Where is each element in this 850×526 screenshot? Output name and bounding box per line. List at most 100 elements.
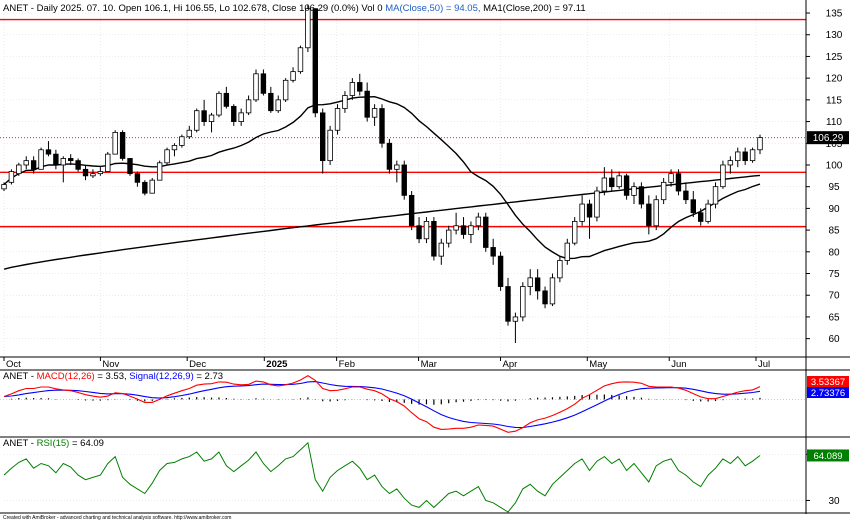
candle-body-down: [231, 105, 237, 122]
candle-body-down: [127, 158, 133, 175]
candle: [438, 238, 444, 265]
candle: [45, 141, 52, 157]
candle: [683, 182, 689, 205]
candle-body-up: [216, 92, 222, 116]
candle-body-up: [705, 203, 711, 222]
candle-body-up: [660, 181, 667, 201]
rsi-badge-label: 64.089: [813, 451, 842, 462]
candle-body-up: [453, 225, 459, 231]
candle-body-down: [320, 112, 326, 162]
price-tick-label: 125: [826, 52, 843, 63]
candle-body-up: [527, 277, 533, 287]
candle-body-up: [245, 99, 252, 114]
candle-body-down: [30, 160, 37, 170]
candle-body-down: [683, 190, 689, 201]
candle: [30, 156, 37, 174]
candle: [401, 160, 407, 200]
candle-body-up: [186, 129, 192, 138]
candle: [186, 125, 192, 139]
candle-body-up: [290, 71, 296, 81]
candle: [579, 195, 585, 226]
candle-body-down: [646, 203, 652, 227]
signal-badge: [807, 387, 849, 398]
rsi-title-part: = 64.09: [69, 438, 104, 449]
time-tick-label: May: [589, 359, 607, 370]
candle: [757, 134, 763, 155]
macd-badge-label: 3.53367: [811, 377, 845, 388]
candle-body-up: [342, 95, 348, 109]
candle: [453, 212, 459, 235]
time-tick-label: Jun: [671, 359, 686, 370]
candle: [408, 191, 415, 231]
candle-body-down: [534, 277, 541, 292]
candle: [638, 182, 645, 209]
candle-body-up: [90, 173, 96, 177]
rsi-title: ANET - RSI(15) = 64.09: [3, 438, 104, 449]
candle: [201, 99, 207, 126]
candle: [512, 312, 519, 343]
candle: [75, 158, 81, 172]
candle: [8, 169, 15, 185]
candle-body-down: [408, 194, 415, 227]
candle-body-down: [142, 181, 148, 194]
candle: [238, 108, 244, 126]
candle: [216, 91, 222, 118]
candle-body-up: [720, 164, 726, 188]
candle-body-down: [201, 110, 207, 122]
candle: [623, 173, 630, 200]
candle-body-up: [512, 316, 519, 322]
candle-body-down: [505, 286, 511, 322]
candle: [134, 171, 141, 187]
candle: [616, 171, 622, 189]
candle: [712, 182, 719, 209]
candlestick-series: [1, 4, 763, 343]
candle: [68, 154, 74, 165]
axis-layer: 60 65 70 75 80 85 90 95 100 105 110 115 120 125 130 135…: [0, 0, 850, 514]
candle-body-up: [149, 179, 155, 194]
candle: [312, 8, 318, 118]
candle-body-up: [727, 160, 734, 166]
candle: [112, 130, 118, 155]
candle-body-up: [594, 190, 600, 218]
candle-body-up: [327, 129, 333, 162]
candle-body-up: [105, 153, 111, 172]
time-tick-label: Jul: [758, 359, 770, 370]
candle: [549, 273, 556, 307]
candle: [609, 169, 615, 192]
candle-body-up: [16, 164, 22, 175]
candle: [16, 162, 22, 176]
candle-body-up: [112, 132, 118, 155]
candle: [82, 164, 89, 181]
candle: [297, 45, 304, 74]
candle-body-down: [698, 212, 704, 222]
price-tick-label: 135: [826, 9, 843, 20]
candle: [572, 217, 578, 246]
price-tick-label: 75: [828, 269, 840, 280]
candle: [557, 256, 563, 283]
candle-body-up: [616, 175, 622, 188]
footer-credit: Created with AmiBroker - advanced charti…: [3, 515, 231, 521]
candle: [275, 95, 281, 113]
price-tick-label: 120: [826, 74, 843, 85]
signal-badge-label: 2.73376: [811, 388, 845, 399]
price-tick-label: 100: [826, 160, 843, 171]
candle: [90, 169, 96, 178]
candle-body-up: [38, 149, 44, 170]
candle-body-up: [275, 99, 281, 112]
price-tick-label: 110: [826, 117, 842, 128]
candle: [653, 195, 659, 231]
candle: [290, 67, 296, 83]
candle: [379, 104, 385, 148]
candle: [223, 86, 230, 109]
candle-body-down: [68, 158, 74, 162]
candle: [386, 138, 393, 174]
candle-body-down: [742, 151, 748, 162]
candle: [357, 73, 363, 96]
macd-title-part: ANET -: [3, 371, 37, 382]
macd-title-part: MACD(12,26): [37, 371, 95, 382]
candle-body-up: [156, 162, 163, 181]
candle: [23, 156, 29, 170]
candle-body-down: [638, 186, 645, 205]
candle-body-up: [549, 277, 556, 305]
rsi-title-part: RSI(15): [37, 438, 70, 449]
